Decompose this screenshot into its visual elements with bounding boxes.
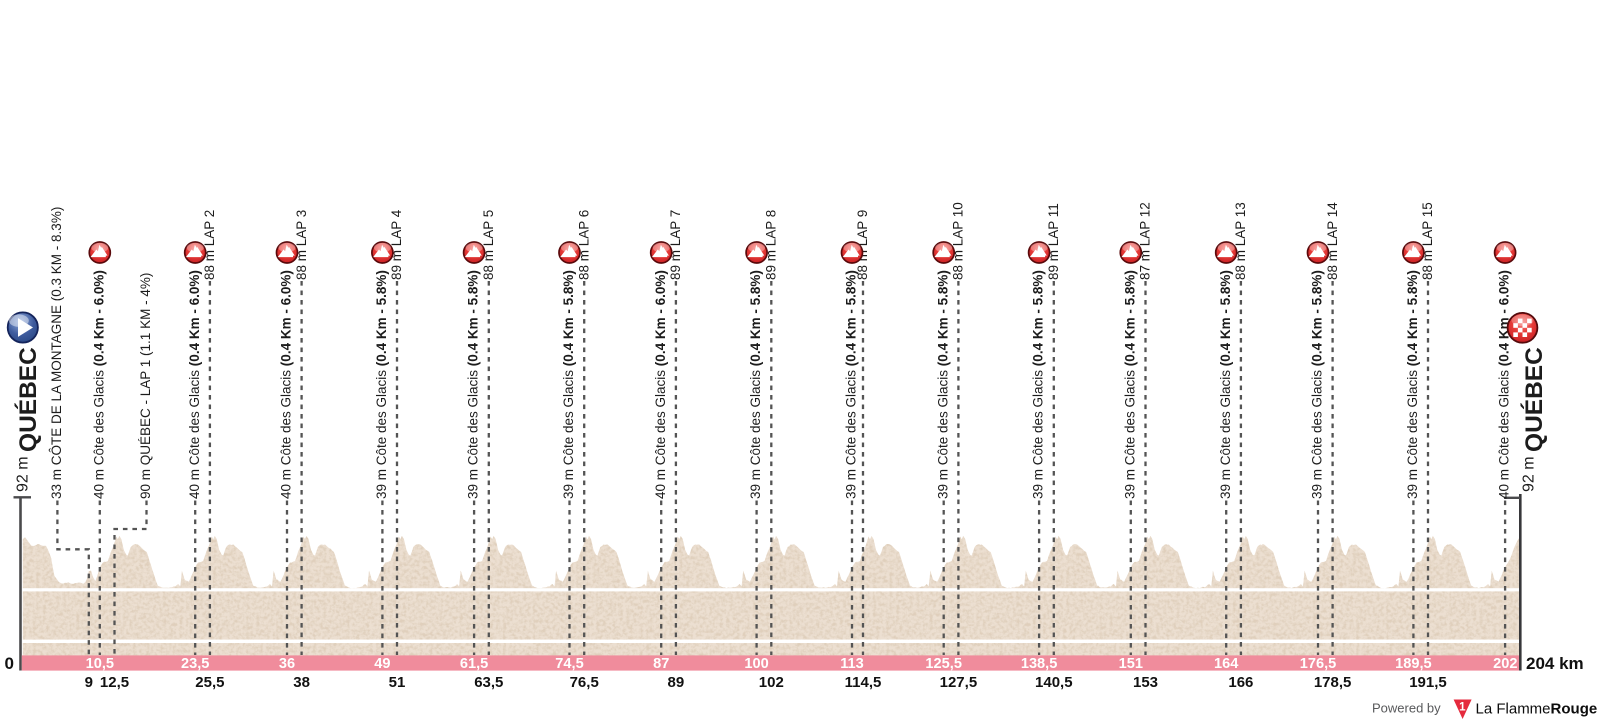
svg-text:88 m LAP 15: 88 m LAP 15 — [1420, 202, 1435, 280]
svg-text:40 m Côte des Glacis (0.4 Km -: 40 m Côte des Glacis (0.4 Km - 6.0%) — [187, 270, 202, 499]
svg-text:0: 0 — [5, 654, 14, 673]
svg-text:88 m LAP 9: 88 m LAP 9 — [855, 210, 870, 280]
svg-text:114,5: 114,5 — [845, 674, 882, 691]
svg-text:25,5: 25,5 — [195, 674, 224, 691]
svg-text:88 m LAP 5: 88 m LAP 5 — [481, 210, 496, 280]
svg-text:113: 113 — [840, 656, 864, 672]
svg-text:88 m LAP 13: 88 m LAP 13 — [1233, 202, 1248, 280]
svg-text:89 m LAP 7: 89 m LAP 7 — [668, 210, 683, 280]
svg-text:88 m LAP 2: 88 m LAP 2 — [202, 210, 217, 280]
svg-text:39 m Côte des Glacis (0.4 Km -: 39 m Côte des Glacis (0.4 Km - 5.8%) — [1122, 270, 1137, 499]
svg-text:89 m LAP 11: 89 m LAP 11 — [1046, 203, 1061, 280]
svg-text:40 m Côte des Glacis (0.4 Km -: 40 m Côte des Glacis (0.4 Km - 6.0%) — [279, 270, 294, 499]
svg-text:40 m Côte des Glacis (0.4 Km -: 40 m Côte des Glacis (0.4 Km - 6.0%) — [1497, 270, 1512, 499]
svg-text:90 m QUÉBEC - LAP 1 (1.1 KM -: 90 m QUÉBEC - LAP 1 (1.1 KM - 4%) — [138, 273, 153, 499]
svg-text:23,5: 23,5 — [181, 656, 209, 672]
svg-text:39 m Côte des Glacis (0.4 Km -: 39 m Côte des Glacis (0.4 Km - 5.8%) — [561, 270, 576, 499]
svg-text:40 m Côte des Glacis (0.4 Km -: 40 m Côte des Glacis (0.4 Km - 6.0%) — [653, 270, 668, 499]
svg-text:89 m LAP 4: 89 m LAP 4 — [389, 209, 404, 280]
svg-text:63,5: 63,5 — [474, 674, 503, 691]
svg-text:140,5: 140,5 — [1035, 674, 1073, 691]
svg-text:88 m LAP 14: 88 m LAP 14 — [1325, 202, 1340, 280]
svg-text:39 m Côte des Glacis (0.4 Km -: 39 m Côte des Glacis (0.4 Km - 5.8%) — [466, 270, 481, 499]
svg-text:178,5: 178,5 — [1314, 674, 1352, 691]
svg-text:33 m CÔTE DE LA MONTAGNE (0.3: 33 m CÔTE DE LA MONTAGNE (0.3 KM - 8.3%) — [49, 207, 64, 499]
svg-text:100: 100 — [744, 656, 768, 672]
svg-text:164: 164 — [1214, 656, 1239, 672]
svg-text:9: 9 — [85, 674, 93, 691]
svg-text:Powered by: Powered by — [1372, 701, 1441, 716]
svg-text:102: 102 — [759, 674, 784, 691]
svg-text:87 m LAP 12: 87 m LAP 12 — [1138, 202, 1153, 280]
svg-text:1: 1 — [1459, 702, 1466, 714]
svg-text:39 m Côte des Glacis (0.4 Km -: 39 m Côte des Glacis (0.4 Km - 5.8%) — [844, 270, 859, 499]
svg-text:127,5: 127,5 — [940, 674, 978, 691]
svg-text:138,5: 138,5 — [1021, 656, 1058, 672]
svg-text:88 m LAP 3: 88 m LAP 3 — [294, 210, 309, 280]
svg-text:39 m Côte des Glacis (0.4 Km -: 39 m Côte des Glacis (0.4 Km - 5.8%) — [1218, 270, 1233, 499]
svg-text:39 m Côte des Glacis (0.4 Km -: 39 m Côte des Glacis (0.4 Km - 5.8%) — [935, 270, 950, 499]
svg-text:La FlammeRouge: La FlammeRouge — [1476, 701, 1598, 718]
svg-text:88 m LAP 10: 88 m LAP 10 — [951, 202, 966, 280]
svg-text:39 m Côte des Glacis (0.4 Km -: 39 m Côte des Glacis (0.4 Km - 5.8%) — [1310, 270, 1325, 499]
svg-text:189,5: 189,5 — [1395, 656, 1432, 672]
svg-text:39 m Côte des Glacis (0.4 Km -: 39 m Côte des Glacis (0.4 Km - 5.8%) — [1405, 270, 1420, 499]
svg-text:40 m Côte des Glacis (0.4 Km -: 40 m Côte des Glacis (0.4 Km - 6.0%) — [91, 270, 106, 499]
svg-text:10,5: 10,5 — [86, 656, 114, 672]
svg-text:89 m LAP 8: 89 m LAP 8 — [764, 210, 779, 280]
svg-text:39 m Côte des Glacis (0.4 Km -: 39 m Côte des Glacis (0.4 Km - 5.8%) — [1031, 270, 1046, 499]
svg-text:88 m LAP 6: 88 m LAP 6 — [576, 210, 591, 280]
svg-text:39 m Côte des Glacis (0.4 Km -: 39 m Côte des Glacis (0.4 Km - 5.8%) — [374, 270, 389, 499]
svg-text:166: 166 — [1228, 674, 1253, 691]
svg-text:204 km: 204 km — [1526, 654, 1584, 673]
svg-text:202: 202 — [1493, 656, 1517, 672]
svg-text:92 m QUÉBEC: 92 m QUÉBEC — [14, 347, 42, 492]
svg-text:39 m Côte des Glacis (0.4 Km -: 39 m Côte des Glacis (0.4 Km - 5.8%) — [748, 270, 763, 499]
svg-text:38: 38 — [293, 674, 310, 691]
svg-text:191,5: 191,5 — [1409, 674, 1447, 691]
svg-text:61,5: 61,5 — [460, 656, 488, 672]
svg-text:89: 89 — [668, 674, 685, 691]
svg-text:49: 49 — [374, 656, 390, 672]
svg-text:12,5: 12,5 — [100, 674, 129, 691]
svg-text:92 m QUÉBEC: 92 m QUÉBEC — [1520, 347, 1548, 492]
svg-text:153: 153 — [1133, 674, 1158, 691]
svg-text:176,5: 176,5 — [1300, 656, 1337, 672]
svg-text:36: 36 — [279, 656, 295, 672]
svg-text:51: 51 — [389, 674, 406, 691]
svg-text:87: 87 — [653, 656, 669, 672]
svg-text:151: 151 — [1119, 656, 1143, 672]
svg-text:74,5: 74,5 — [555, 656, 583, 672]
svg-text:76,5: 76,5 — [570, 674, 599, 691]
svg-text:125,5: 125,5 — [925, 656, 962, 672]
